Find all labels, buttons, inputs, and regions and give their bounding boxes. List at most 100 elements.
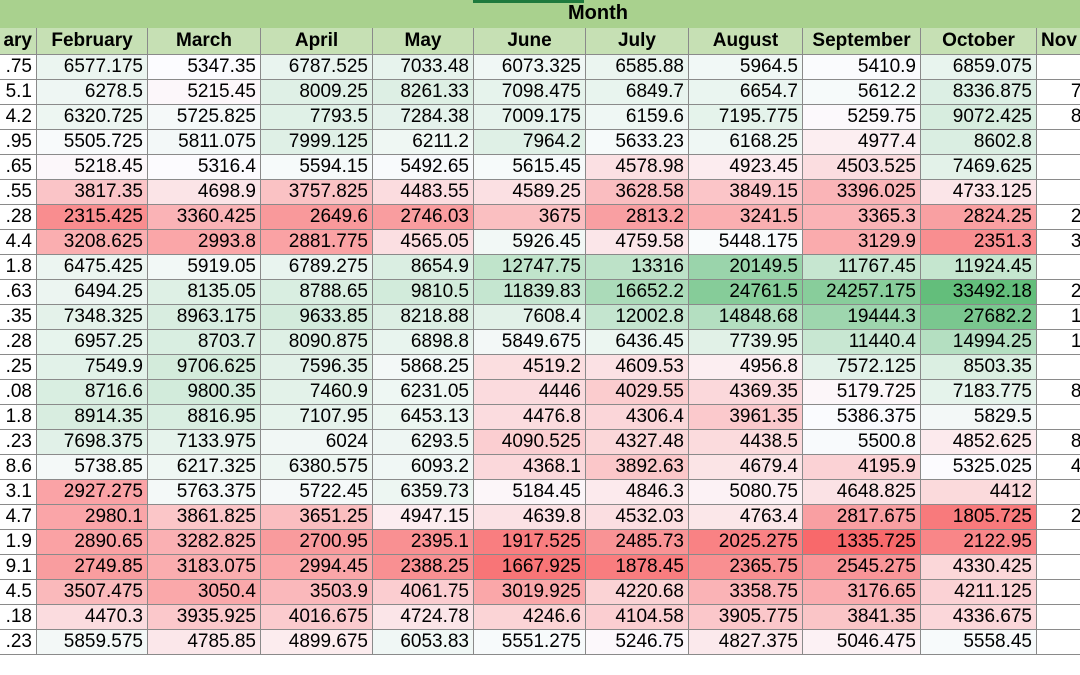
table-cell[interactable]: 6494.25 (37, 280, 148, 305)
table-cell[interactable]: 2315.425 (37, 205, 148, 230)
table-cell[interactable]: 5811.075 (148, 130, 261, 155)
table-cell[interactable]: 4195.9 (803, 455, 921, 480)
table-cell[interactable]: 3905.775 (689, 605, 803, 630)
table-cell[interactable]: 2927.275 (37, 480, 148, 505)
table-cell[interactable]: 4785.85 (148, 630, 261, 655)
table-cell[interactable]: 8261.33 (373, 80, 474, 105)
table-cell[interactable]: 4679.4 (689, 455, 803, 480)
table-cell[interactable]: 7608.4 (474, 305, 586, 330)
table-cell[interactable]: 5347.35 (148, 55, 261, 80)
table-cell[interactable]: 6859.075 (921, 55, 1037, 80)
table-cell[interactable]: 8090.875 (261, 330, 373, 355)
table-cell[interactable]: 7284.38 (373, 105, 474, 130)
table-cell[interactable]: 5.1 (0, 80, 37, 105)
table-cell[interactable]: 4061.75 (373, 580, 474, 605)
table-cell[interactable]: 3360.425 (148, 205, 261, 230)
table-cell[interactable]: 11839.83 (474, 280, 586, 305)
column-header[interactable]: March (148, 28, 261, 55)
table-cell[interactable]: 6024 (261, 430, 373, 455)
table-cell[interactable]: 4532.03 (586, 505, 689, 530)
table-cell[interactable]: 4446 (474, 380, 586, 405)
table-cell[interactable] (1037, 155, 1080, 180)
table-cell[interactable]: 5492.65 (373, 155, 474, 180)
table-cell[interactable]: 22 (1037, 505, 1080, 530)
table-cell[interactable]: 4090.525 (474, 430, 586, 455)
table-cell[interactable]: 3961.35 (689, 405, 803, 430)
table-cell[interactable]: 8218.88 (373, 305, 474, 330)
table-cell[interactable]: 4.5 (0, 580, 37, 605)
table-cell[interactable]: 4698.9 (148, 180, 261, 205)
table-cell[interactable]: 4589.25 (474, 180, 586, 205)
table-cell[interactable]: 4724.78 (373, 605, 474, 630)
table-cell[interactable]: 5179.725 (803, 380, 921, 405)
table-cell[interactable]: .23 (0, 630, 37, 655)
table-cell[interactable]: 7107.95 (261, 405, 373, 430)
table-cell[interactable]: 6320.725 (37, 105, 148, 130)
table-cell[interactable]: 2649.6 (261, 205, 373, 230)
table-cell[interactable]: 6053.83 (373, 630, 474, 655)
table-cell[interactable]: 6898.8 (373, 330, 474, 355)
table-cell[interactable]: 3651.25 (261, 505, 373, 530)
table-cell[interactable]: 5551.275 (474, 630, 586, 655)
table-cell[interactable]: 5410.9 (803, 55, 921, 80)
table-cell[interactable]: .63 (0, 280, 37, 305)
column-header[interactable]: September (803, 28, 921, 55)
table-cell[interactable]: 6577.175 (37, 55, 148, 80)
table-cell[interactable]: 6231.05 (373, 380, 474, 405)
table-cell[interactable]: 8135.05 (148, 280, 261, 305)
table-cell[interactable] (1037, 530, 1080, 555)
table-cell[interactable]: 2813.2 (586, 205, 689, 230)
table-cell[interactable]: 5325.025 (921, 455, 1037, 480)
table-cell[interactable]: 5964.5 (689, 55, 803, 80)
table-cell[interactable]: 6293.5 (373, 430, 474, 455)
table-cell[interactable]: 4029.55 (586, 380, 689, 405)
table-cell[interactable]: 4565.05 (373, 230, 474, 255)
table-cell[interactable] (1037, 130, 1080, 155)
table-cell[interactable]: .23 (0, 430, 37, 455)
table-cell[interactable]: 7469.625 (921, 155, 1037, 180)
table-cell[interactable]: 12002.8 (586, 305, 689, 330)
table-cell[interactable]: 4759.58 (586, 230, 689, 255)
table-cell[interactable]: 8336.875 (921, 80, 1037, 105)
table-cell[interactable]: 5046.475 (803, 630, 921, 655)
table-cell[interactable]: 4211.125 (921, 580, 1037, 605)
table-cell[interactable]: 2025.275 (689, 530, 803, 555)
table-cell[interactable]: 8602.8 (921, 130, 1037, 155)
table-cell[interactable]: 6359.73 (373, 480, 474, 505)
table-cell[interactable]: 3892.63 (586, 455, 689, 480)
table-cell[interactable]: 5615.45 (474, 155, 586, 180)
table-cell[interactable]: 4846.3 (586, 480, 689, 505)
table-cell[interactable]: 3.1 (0, 480, 37, 505)
table-cell[interactable]: .75 (0, 55, 37, 80)
table-cell[interactable]: 4 (1037, 555, 1080, 580)
table-cell[interactable]: 4368.1 (474, 455, 586, 480)
table-cell[interactable]: 4369.35 (689, 380, 803, 405)
table-cell[interactable]: 1878.45 (586, 555, 689, 580)
table-cell[interactable]: 4246.6 (474, 605, 586, 630)
table-cell[interactable]: .08 (0, 380, 37, 405)
table-cell[interactable]: 1335.725 (803, 530, 921, 555)
table-cell[interactable]: 24761.5 (689, 280, 803, 305)
table-cell[interactable]: 4852.625 (921, 430, 1037, 455)
table-cell[interactable]: 28 (1037, 205, 1080, 230)
table-cell[interactable]: .95 (0, 130, 37, 155)
table-cell[interactable]: 4016.675 (261, 605, 373, 630)
table-cell[interactable]: 3507.475 (37, 580, 148, 605)
table-cell[interactable]: 4476.8 (474, 405, 586, 430)
table-cell[interactable]: 24257.175 (803, 280, 921, 305)
table-cell[interactable]: 4956.8 (689, 355, 803, 380)
table-cell[interactable]: 7009.175 (474, 105, 586, 130)
table-cell[interactable]: 4220.68 (586, 580, 689, 605)
table-cell[interactable]: 5184.45 (474, 480, 586, 505)
table-cell[interactable]: 14994.25 (921, 330, 1037, 355)
table-cell[interactable]: 3503.9 (261, 580, 373, 605)
table-cell[interactable]: 2749.85 (37, 555, 148, 580)
table-cell[interactable]: 1917.525 (474, 530, 586, 555)
table-cell[interactable]: 8.6 (0, 455, 37, 480)
table-cell[interactable]: 4899.675 (261, 630, 373, 655)
table-cell[interactable]: 3208.625 (37, 230, 148, 255)
table-cell[interactable]: 7572.125 (803, 355, 921, 380)
table-cell[interactable]: 46 (1037, 455, 1080, 480)
table-cell[interactable]: 5849.675 (474, 330, 586, 355)
table-cell[interactable]: 3817.35 (37, 180, 148, 205)
